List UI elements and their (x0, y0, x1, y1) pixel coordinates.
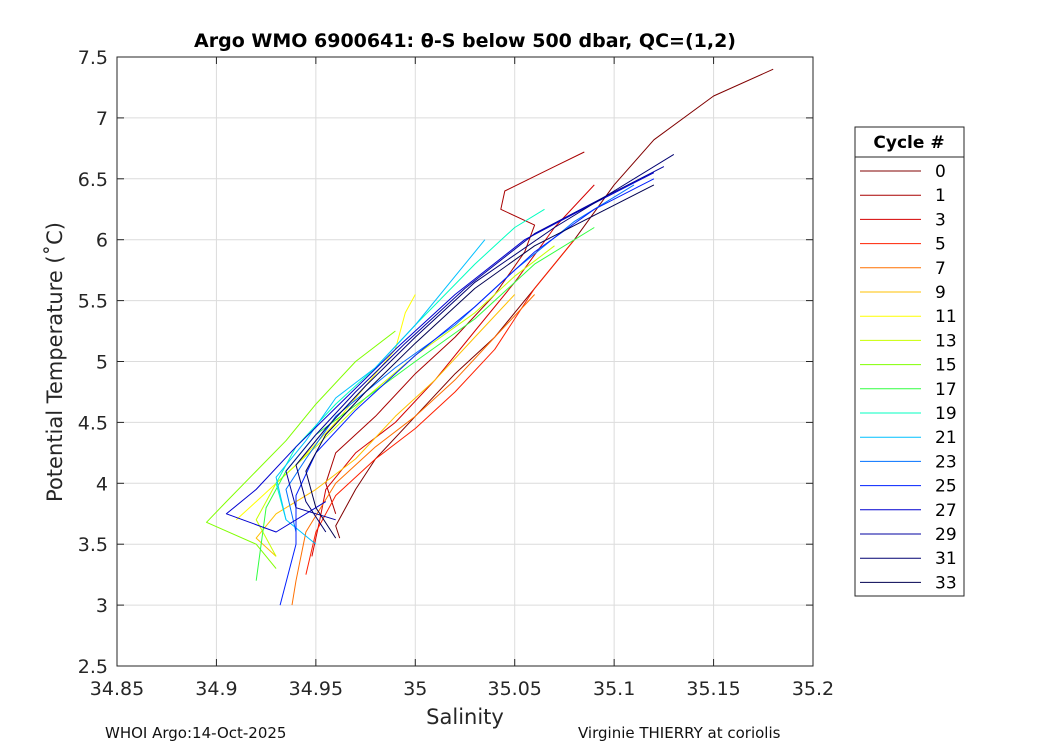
footer-source: WHOI Argo:14-Oct-2025 (105, 724, 287, 742)
legend-label-cycle-21: 21 (935, 428, 957, 448)
series-line-cycle-7 (291, 294, 535, 606)
x-tick-label: 34.85 (90, 678, 144, 700)
legend-label-cycle-7: 7 (935, 259, 946, 279)
legend-label-cycle-33: 33 (935, 573, 957, 593)
x-axis-label: Salinity (426, 705, 504, 729)
legend-label-cycle-19: 19 (935, 404, 957, 424)
legend-label-cycle-3: 3 (935, 210, 946, 230)
legend-title: Cycle # (873, 133, 944, 153)
y-tick-label: 7.5 (78, 47, 108, 69)
plot-area-frame (116, 56, 814, 667)
x-tick-label: 35.15 (686, 678, 740, 700)
series-line-cycle-21 (275, 239, 486, 545)
legend-label-cycle-17: 17 (935, 380, 957, 400)
legend-label-cycle-1: 1 (935, 186, 946, 206)
x-tick-label: 34.95 (289, 678, 343, 700)
series-line-cycle-27 (225, 172, 655, 533)
series-line-cycle-15 (206, 330, 396, 569)
series-line-cycle-25 (279, 178, 655, 606)
series-layer (206, 68, 774, 606)
x-tick-label: 35.05 (488, 678, 542, 700)
y-tick-labels: 2.5 3 3.5 4 4.5 5 5.5 6 6.5 7 7.5 (78, 47, 108, 678)
chart-title: Argo WMO 6900641: θ-S below 500 dbar, QC… (194, 30, 736, 52)
grid-lines (116, 56, 814, 667)
x-tick-label: 34.9 (195, 678, 237, 700)
legend-label-cycle-27: 27 (935, 501, 957, 521)
legend-label-cycle-23: 23 (935, 452, 957, 472)
y-tick-label: 3.5 (78, 534, 108, 556)
y-tick-label: 6.5 (78, 169, 108, 191)
y-tick-label: 5 (96, 352, 108, 374)
series-line-cycle-17 (255, 227, 595, 581)
series-line-cycle-23 (285, 184, 635, 533)
y-tick-label: 4 (96, 473, 108, 495)
series-line-cycle-33 (305, 184, 655, 539)
y-tick-label: 5.5 (78, 291, 108, 313)
y-tick-label: 7 (96, 108, 108, 130)
y-tick-label: 4.5 (78, 412, 108, 434)
series-line-cycle-0 (335, 68, 774, 539)
series-line-cycle-11 (235, 294, 416, 521)
series-line-cycle-31 (295, 153, 675, 533)
footer-credit: Virginie THIERRY at coriolis (578, 724, 781, 742)
legend-label-cycle-31: 31 (935, 549, 957, 569)
legend-label-cycle-11: 11 (935, 307, 957, 327)
legend-label-cycle-15: 15 (935, 356, 957, 376)
legend-box (854, 126, 965, 597)
legend-label-cycle-13: 13 (935, 331, 957, 351)
y-tick-label: 6 (96, 230, 108, 252)
series-line-cycle-3 (311, 184, 595, 557)
x-tick-label: 35.2 (792, 678, 834, 700)
y-axis-label: Potential Temperature (˚C) (43, 222, 67, 502)
series-line-cycle-13 (255, 245, 555, 557)
x-tick-label: 35.1 (593, 678, 635, 700)
legend-label-cycle-5: 5 (935, 235, 946, 255)
x-tick-label: 35 (403, 678, 427, 700)
y-tick-label: 3 (96, 595, 108, 617)
legend-label-cycle-9: 9 (935, 283, 946, 303)
y-tick-label: 2.5 (78, 656, 108, 678)
legend-label-cycle-25: 25 (935, 477, 957, 497)
legend-label-cycle-29: 29 (935, 525, 957, 545)
series-line-cycle-29 (285, 166, 665, 521)
x-tick-labels: 34.85 34.9 34.95 35 35.05 35.1 35.15 35.2 (90, 678, 834, 700)
legend-label-cycle-0: 0 (935, 162, 946, 182)
series-line-cycle-9 (255, 294, 516, 557)
